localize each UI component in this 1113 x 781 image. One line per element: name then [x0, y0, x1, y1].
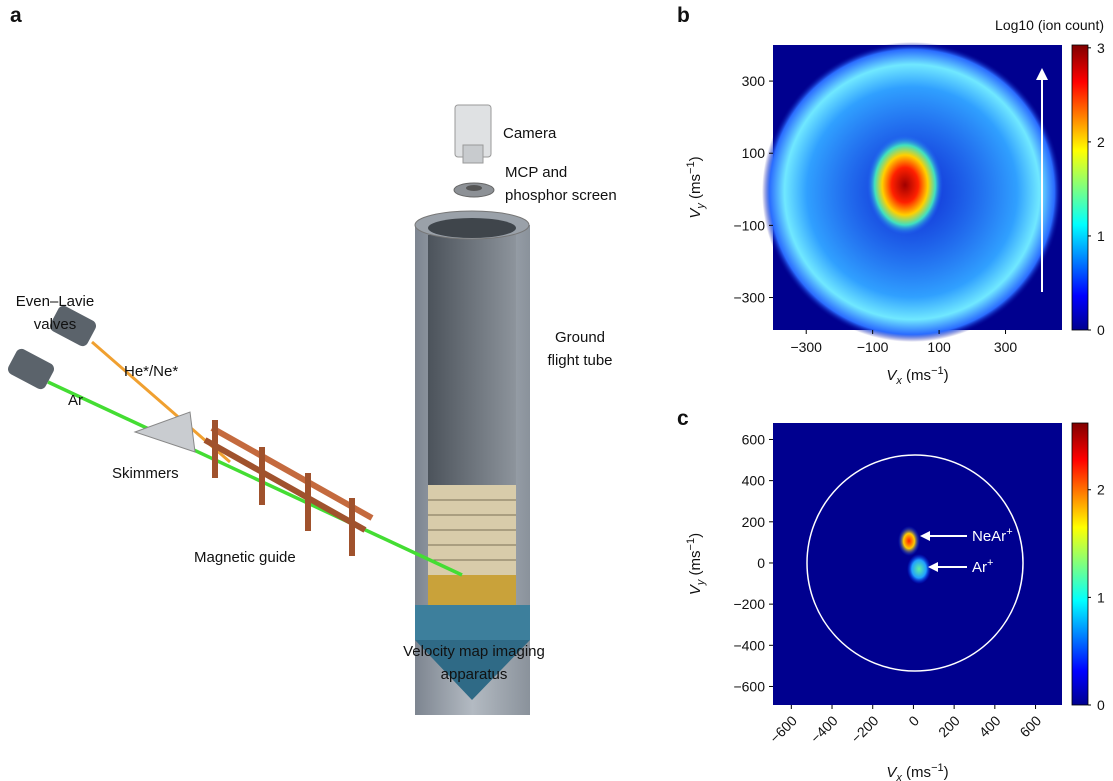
x-axis-label: Vx (ms−1)	[886, 762, 948, 781]
y-tick-label: 100	[742, 145, 766, 161]
valves	[8, 305, 96, 390]
diagram-label: phosphor screen	[505, 187, 617, 204]
label-part: x	[895, 772, 902, 781]
label-part: (ms	[687, 550, 704, 579]
x-tick-label: 600	[1016, 712, 1044, 740]
y-tick-label: −600	[733, 678, 765, 694]
ar-beam	[47, 380, 463, 577]
label-part: V	[886, 367, 898, 384]
annotation: NeAr+	[972, 526, 1013, 545]
y-tick-label: 400	[742, 473, 766, 489]
label-part: −1	[685, 161, 697, 174]
apparatus-drawing	[8, 104, 530, 715]
diagram-label: Camera	[503, 125, 557, 142]
label-part: (ms	[687, 174, 704, 203]
diagram-label: Ar	[68, 392, 83, 409]
image-b	[762, 42, 1062, 342]
diagram-label: MCP and	[505, 164, 567, 181]
label-part: −1	[685, 538, 697, 551]
x-tick-label: −600	[766, 712, 800, 746]
label-part: (ms	[902, 764, 931, 781]
x-tick-label: 100	[927, 339, 951, 355]
diagram-label: He*/Ne*	[124, 363, 178, 380]
tube-inside	[428, 235, 516, 485]
y-tick-label: 0	[757, 555, 765, 571]
x-tick-label: −300	[790, 339, 822, 355]
panel-label: c	[677, 407, 689, 430]
colorbar-title: Log10 (ion count)	[995, 17, 1104, 33]
diagram-label: Ground	[555, 329, 605, 346]
y-tick-label: 300	[742, 73, 766, 89]
annotation: Ar+	[972, 557, 993, 576]
y-axis-label: Vy (ms−1)	[685, 533, 707, 595]
x-tick-label: 0	[905, 712, 922, 729]
diagram-label: valves	[34, 316, 77, 333]
colorbar	[1071, 44, 1089, 331]
label-part: V	[886, 764, 898, 781]
x-axis-label: Vx (ms−1)	[886, 365, 948, 387]
label-part: )	[944, 764, 949, 781]
y-tick-label: −100	[733, 217, 765, 233]
y-tick-label: 200	[742, 514, 766, 530]
colorbar	[1071, 422, 1089, 706]
label-part: −1	[931, 762, 944, 774]
x-tick-label: −200	[848, 712, 882, 746]
y-tick-label: −400	[733, 637, 765, 653]
label-part: )	[944, 367, 949, 384]
label-part: (ms	[902, 367, 931, 384]
x-tick-label: −400	[807, 712, 841, 746]
diagram-label: Velocity map imaging	[403, 643, 545, 660]
diagram-label: Magnetic guide	[194, 549, 296, 566]
diagram-label: Even–Lavie	[16, 293, 94, 310]
label-part: y	[695, 202, 707, 210]
label-part: V	[687, 207, 704, 219]
colorbar-tick-label: 1	[1097, 228, 1105, 244]
x-tick-label: 400	[976, 712, 1004, 740]
panel-label: a	[10, 4, 22, 27]
label-part: y	[695, 578, 707, 586]
y-tick-label: −200	[733, 596, 765, 612]
label-part: NeAr	[972, 528, 1006, 545]
y-tick-label: −300	[733, 290, 765, 306]
colorbar-tick-label: 2	[1097, 134, 1105, 150]
magnetic-guide	[203, 420, 374, 556]
colorbar-tick-label: 0	[1097, 697, 1105, 713]
label-part: x	[895, 375, 902, 387]
x-tick-label: −100	[857, 339, 889, 355]
mcp-hole	[466, 185, 482, 191]
skimmer	[133, 411, 196, 453]
label-part: +	[1006, 526, 1012, 538]
tube-opening	[428, 218, 516, 238]
label-part: +	[987, 557, 993, 569]
diagram-label: flight tube	[547, 352, 612, 369]
y-axis-label: Vy (ms−1)	[685, 156, 707, 218]
label-part: V	[687, 583, 704, 595]
label-part: Ar	[972, 559, 987, 576]
label-part: −1	[931, 365, 944, 377]
colorbar-tick-label: 1	[1097, 589, 1105, 605]
diagram-label: apparatus	[441, 666, 508, 683]
x-tick-label: 300	[994, 339, 1018, 355]
label-part: )	[687, 156, 704, 161]
x-tick-label: 200	[935, 712, 963, 740]
y-tick-label: 600	[742, 431, 766, 447]
image-c	[773, 423, 1062, 705]
diagram-label: Skimmers	[112, 465, 179, 482]
colorbar-tick-label: 3	[1097, 40, 1105, 56]
colorbar-tick-label: 0	[1097, 322, 1105, 338]
camera-lens	[462, 144, 484, 164]
colorbar-tick-label: 2	[1097, 482, 1105, 498]
electrode-stack	[415, 485, 530, 700]
label-part: )	[687, 533, 704, 538]
panel-label: b	[677, 4, 690, 27]
